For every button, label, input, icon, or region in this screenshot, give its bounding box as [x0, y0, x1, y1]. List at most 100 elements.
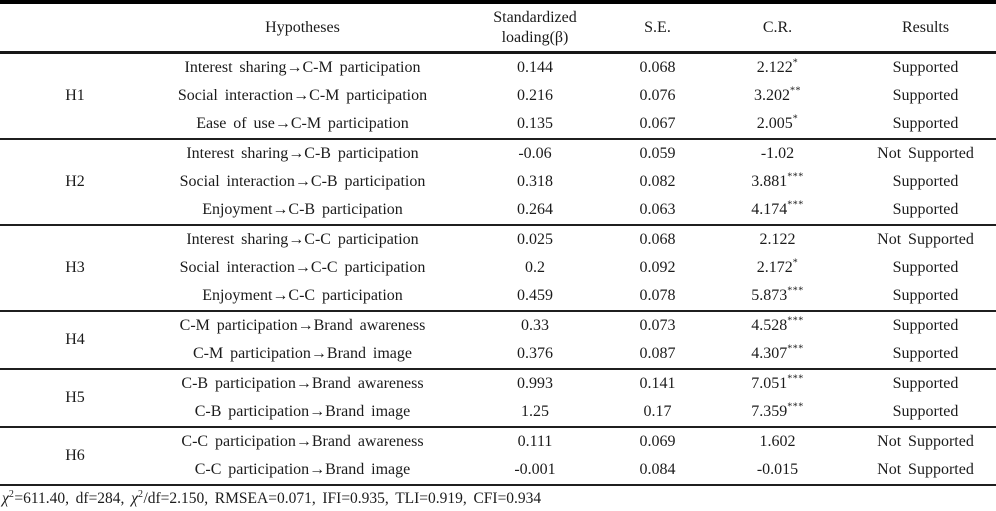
cr-value: 4.174	[751, 201, 788, 218]
cr-value: 2.122	[756, 59, 793, 76]
significance-stars: ***	[787, 315, 804, 327]
hypothesis-cell: Enjoyment→C-B participation	[202, 201, 403, 218]
col-header-loading-line1: Standardized	[493, 8, 577, 26]
result-cell: Supported	[892, 201, 959, 218]
cr-cell: -1.02	[700, 138, 855, 168]
loading-cell: 0.459	[517, 287, 553, 304]
cr-cell: 2.172*	[700, 254, 855, 282]
result-cell: Supported	[892, 87, 959, 104]
result-cell: Supported	[892, 259, 959, 276]
group-label-H2: H2	[0, 138, 150, 225]
cr-value: 3.202	[754, 87, 790, 104]
table-row: H1 Interest sharing→C-M participation 0.14…	[0, 51, 996, 139]
table-row: H2 Interest sharing→C-B participation -0.0…	[0, 138, 996, 225]
cr-cell: -0.015	[700, 456, 855, 485]
hypothesis-cell: Interest sharing→C-B participation	[150, 138, 455, 168]
cr-cell: 7.359***	[700, 398, 855, 427]
hypothesis-cell: Social interaction→C-C participation	[179, 259, 426, 276]
cr-cell: 2.005*	[700, 110, 855, 139]
se-cell: 0.078	[639, 287, 676, 304]
significance-stars: ***	[787, 171, 804, 183]
loading-cell: 0.135	[517, 115, 553, 132]
table-row: Enjoyment→C-B participation 0.264 0.063 4.1…	[0, 196, 996, 225]
result-cell: Supported	[855, 368, 996, 398]
se-cell: 0.084	[639, 461, 676, 478]
table-row: Ease of use→C-M participation 0.135 0.067 2…	[0, 110, 996, 139]
hypothesis-cell: C-M participation→Brand image	[192, 345, 413, 362]
cr-value: 2.172	[756, 259, 793, 276]
hypothesis-cell: C-B participation→Brand awareness	[150, 368, 455, 398]
significance-stars: *	[792, 257, 799, 269]
significance-stars: ***	[787, 373, 804, 385]
loading-cell: -0.06	[455, 138, 615, 168]
group-label-H5: H5	[0, 368, 150, 427]
loading-cell: 0.318	[517, 173, 553, 190]
cr-cell: 1.602	[700, 426, 855, 456]
cr-value: 2.122	[759, 231, 796, 248]
result-cell: Supported	[892, 115, 959, 132]
header-row: Hypotheses Standardized loading(β) S.E. …	[0, 2, 996, 54]
se-cell: 0.092	[639, 259, 676, 276]
cr-cell: 4.528***	[700, 310, 855, 340]
col-header-cr: C.R.	[700, 2, 855, 54]
result-cell: Supported	[855, 310, 996, 340]
result-cell: Not Supported	[877, 461, 974, 478]
col-header-hypotheses: Hypotheses	[150, 2, 455, 54]
col-header-results: Results	[855, 2, 996, 54]
result-cell: Supported	[892, 287, 959, 304]
cr-value: 4.528	[751, 317, 788, 334]
table-row: Social interaction→C-B participation 0.31…	[0, 168, 996, 196]
hypothesis-cell: C-M participation→Brand awareness	[150, 310, 455, 340]
loading-cell: 0.144	[455, 51, 615, 82]
significance-stars: *	[792, 57, 799, 69]
hypothesis-cell: Ease of use→C-M participation	[196, 115, 409, 132]
se-cell: 0.068	[615, 224, 700, 254]
cr-value: 4.307	[751, 345, 788, 362]
cr-cell: 5.873***	[700, 282, 855, 311]
result-cell: Not Supported	[855, 426, 996, 456]
group-label-H1: H1	[0, 51, 150, 139]
loading-cell: 0.993	[455, 368, 615, 398]
group-label-H4: H4	[0, 310, 150, 369]
hypothesis-cell: Social interaction→C-M participation	[177, 87, 428, 104]
loading-cell: 0.2	[525, 259, 545, 276]
loading-cell: 0.111	[455, 426, 615, 456]
table-row: C-C participation→Brand image -0.001 0.084…	[0, 456, 996, 485]
cr-value: 2.005	[756, 115, 793, 132]
footnote-segment: =611.40, df=284,	[14, 489, 132, 507]
table-row: H6 C-C participation→Brand awareness 0.111…	[0, 426, 996, 485]
table-row: C-B participation→Brand image 1.25 0.17 7.3…	[0, 398, 996, 427]
cr-cell: 2.122	[700, 224, 855, 254]
loading-cell: -0.001	[514, 461, 556, 478]
table-row: H5 C-B participation→Brand awareness 0.993…	[0, 368, 996, 427]
footnote-segment: χ	[131, 489, 138, 507]
hypothesis-cell: C-B participation→Brand image	[194, 403, 411, 420]
cr-cell: 4.307***	[700, 340, 855, 369]
se-cell: 0.063	[639, 201, 676, 218]
cr-value: 7.051	[751, 375, 788, 392]
table-row: C-M participation→Brand image 0.376 0.087 4…	[0, 340, 996, 369]
hypothesis-cell: C-C participation→Brand image	[194, 461, 411, 478]
hypothesis-cell: Interest sharing→C-M participation	[150, 51, 455, 82]
table-row: Social interaction→C-C participation 0.2 0…	[0, 254, 996, 282]
loading-cell: 0.025	[455, 224, 615, 254]
se-cell: 0.17	[643, 403, 672, 420]
cr-value: 5.873	[751, 287, 788, 304]
significance-stars: ***	[787, 285, 804, 297]
se-cell: 0.141	[615, 368, 700, 398]
cr-cell: 3.881***	[700, 168, 855, 196]
significance-stars: ***	[787, 343, 804, 355]
col-header-group	[0, 2, 150, 54]
group-label-H3: H3	[0, 224, 150, 311]
cr-value: -0.015	[756, 461, 799, 478]
se-cell: 0.076	[639, 87, 676, 104]
se-cell: 0.082	[639, 173, 676, 190]
significance-stars: ***	[787, 199, 804, 211]
significance-stars: ***	[787, 401, 804, 413]
cr-value: 7.359	[751, 403, 788, 420]
footnote-segment: 2	[8, 488, 15, 500]
cr-cell: 3.202**	[700, 82, 855, 110]
loading-cell: 0.264	[517, 201, 553, 218]
